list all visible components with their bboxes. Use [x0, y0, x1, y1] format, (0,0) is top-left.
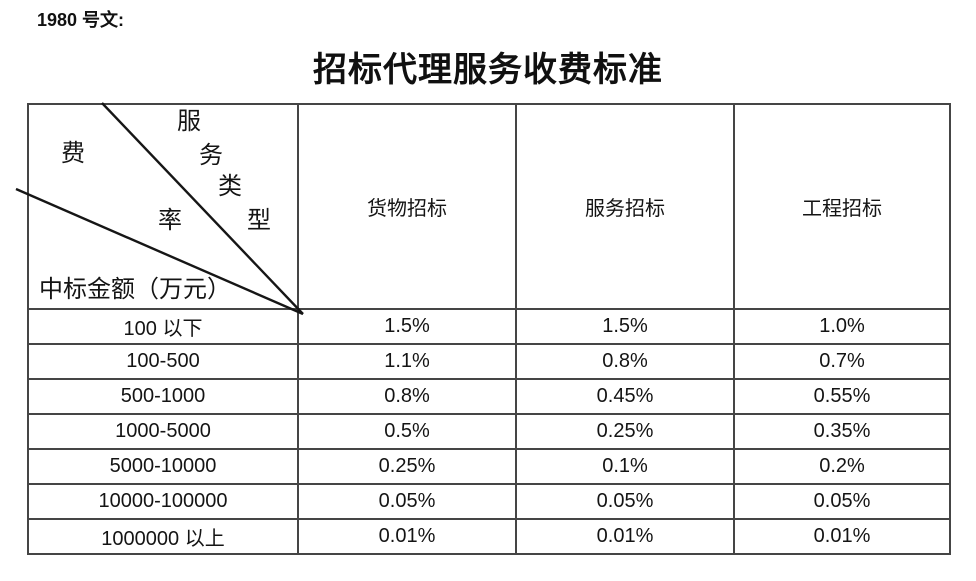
fee-value-cell: 0.01%: [733, 518, 951, 555]
table-row: 5000-10000 0.25% 0.1% 0.2%: [27, 448, 951, 485]
fee-value-cell: 0.8%: [297, 378, 517, 415]
corner-header-cell: 费 率 服 务 类 型 中标金额（万元）: [15, 102, 304, 316]
row-label: 10000-100000: [27, 483, 299, 520]
page-title: 招标代理服务收费标准: [313, 52, 663, 89]
row-label: 500-1000: [27, 378, 299, 415]
column-header-goods-bidding: 货物招标: [297, 103, 517, 310]
table-row: 1000-5000 0.5% 0.25% 0.35%: [27, 413, 951, 450]
table-row: 1000000 以上 0.01% 0.01% 0.01%: [27, 518, 951, 555]
table-row: 10000-100000 0.05% 0.05% 0.05%: [27, 483, 951, 520]
table-row: 500-1000 0.8% 0.45% 0.55%: [27, 378, 951, 415]
fee-value-cell: 1.5%: [297, 308, 517, 345]
corner-service-char-1: 服: [177, 109, 201, 135]
corner-service-char-2: 务: [199, 143, 223, 169]
fee-value-cell: 1.5%: [515, 308, 735, 345]
fee-value-cell: 0.45%: [515, 378, 735, 415]
fee-value-cell: 1.1%: [297, 343, 517, 380]
corner-fee-char: 费: [61, 141, 85, 167]
fee-value-cell: 0.25%: [297, 448, 517, 485]
column-header-service-bidding: 服务招标: [515, 103, 735, 310]
row-label: 5000-10000: [27, 448, 299, 485]
fee-value-cell: 1.0%: [733, 308, 951, 345]
corner-rate-char: 率: [158, 208, 182, 234]
fee-value-cell: 0.01%: [297, 518, 517, 555]
row-label: 1000000 以上: [27, 518, 299, 555]
fee-table: 费 率 服 务 类 型 中标金额（万元） 货物招标 服务招标 工程招标 100 …: [15, 102, 951, 555]
corner-service-char-4: 型: [247, 208, 271, 234]
fee-value-cell: 0.7%: [733, 343, 951, 380]
fee-value-cell: 0.8%: [515, 343, 735, 380]
corner-service-char-3: 类: [218, 174, 242, 200]
fee-value-cell: 0.05%: [297, 483, 517, 520]
row-label: 1000-5000: [27, 413, 299, 450]
table-row: 100 以下 1.5% 1.5% 1.0%: [27, 308, 951, 345]
fee-value-cell: 0.5%: [297, 413, 517, 450]
fee-value-cell: 0.35%: [733, 413, 951, 450]
fee-value-cell: 0.01%: [515, 518, 735, 555]
row-label: 100-500: [27, 343, 299, 380]
row-label: 100 以下: [27, 308, 299, 345]
table-row: 100-500 1.1% 0.8% 0.7%: [27, 343, 951, 380]
fee-value-cell: 0.2%: [733, 448, 951, 485]
column-header-works-bidding: 工程招标: [733, 103, 951, 310]
fee-value-cell: 0.55%: [733, 378, 951, 415]
fee-value-cell: 0.1%: [515, 448, 735, 485]
fee-value-cell: 0.05%: [515, 483, 735, 520]
doc-number-label: 1980 号文:: [37, 10, 125, 30]
corner-amount-label: 中标金额（万元）: [39, 277, 231, 303]
fee-value-cell: 0.05%: [733, 483, 951, 520]
fee-value-cell: 0.25%: [515, 413, 735, 450]
header-row: 费 率 服 务 类 型 中标金额（万元） 货物招标 服务招标 工程招标: [15, 102, 951, 316]
